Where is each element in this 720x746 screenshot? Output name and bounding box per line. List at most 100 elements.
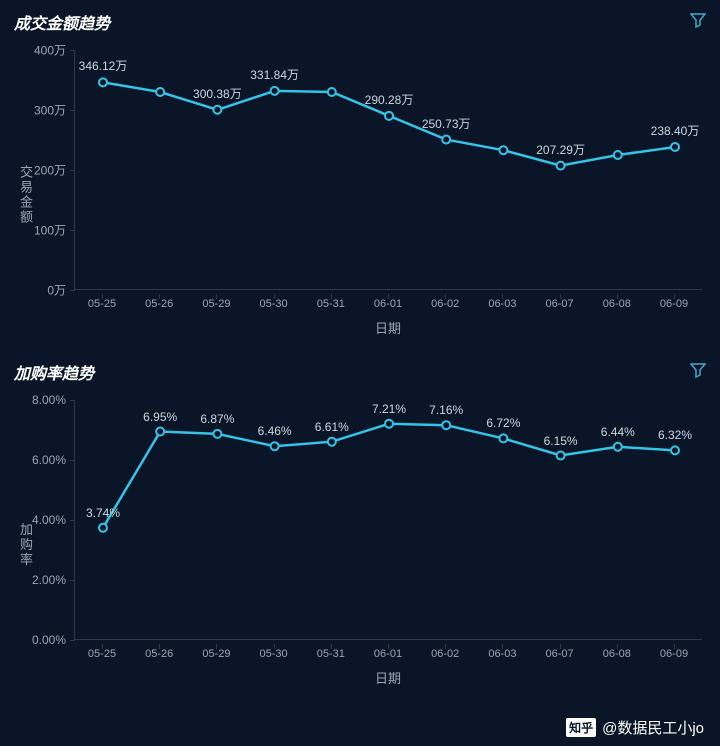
x-axis-label: 日期 [74,318,702,337]
x-tick-mark [445,294,446,299]
data-label: 238.40万 [651,122,700,139]
data-label: 290.28万 [365,91,414,108]
data-point[interactable] [557,452,565,460]
data-label: 6.95% [143,410,177,424]
x-tick-mark [102,294,103,299]
data-label: 207.29万 [536,141,585,158]
y-tick-mark [70,640,75,641]
x-tick-mark [331,644,332,649]
y-tick: 400万 [34,42,66,59]
x-tick: 05-29 [202,648,230,660]
data-label: 300.38万 [193,85,242,102]
x-tick-mark [159,294,160,299]
x-tick-mark [216,644,217,649]
data-point[interactable] [557,162,565,170]
data-point[interactable] [671,143,679,151]
y-tick: 2.00% [32,573,66,587]
x-tick: 06-02 [431,298,459,310]
data-label: 6.46% [258,424,292,438]
x-tick-mark [274,644,275,649]
data-label: 6.15% [544,434,578,448]
data-point[interactable] [271,87,279,95]
x-tick-mark [674,644,675,649]
y-tick: 4.00% [32,513,66,527]
data-point[interactable] [99,524,107,532]
panel-header: 成交金额趋势 [14,10,706,34]
filter-icon[interactable] [690,12,706,33]
x-tick: 06-08 [603,298,631,310]
data-label: 6.72% [486,416,520,430]
data-label: 6.44% [601,425,635,439]
x-tick: 06-01 [374,648,402,660]
data-point[interactable] [156,88,164,96]
x-tick: 05-29 [202,298,230,310]
zhihu-logo: 知乎 [566,718,596,737]
data-point[interactable] [271,442,279,450]
y-tick: 100万 [34,222,66,239]
x-tick: 05-31 [317,298,345,310]
add-rate-trend-panel: 加购率趋势加购率0.00%2.00%4.00%6.00%8.00%3.74%6.… [0,350,720,700]
chart-area: 交易金额0万100万200万300万400万346.12万300.38万331.… [14,40,706,350]
x-tick-mark [560,294,561,299]
x-tick: 06-03 [488,648,516,660]
data-label: 331.84万 [250,66,299,83]
line-chart-svg [75,50,702,289]
y-axis: 0.00%2.00%4.00%6.00%8.00% [14,400,70,640]
x-tick: 06-03 [488,298,516,310]
data-point[interactable] [614,151,622,159]
x-tick: 05-30 [260,648,288,660]
data-point[interactable] [99,78,107,86]
data-point[interactable] [499,434,507,442]
data-label: 7.16% [429,403,463,417]
data-point[interactable] [671,446,679,454]
x-tick: 06-07 [546,648,574,660]
watermark-user: @数据民工小jo [602,717,704,738]
data-label: 346.12万 [79,57,128,74]
y-tick: 200万 [34,162,66,179]
x-tick: 05-26 [145,648,173,660]
panel-title: 成交金额趋势 [14,10,110,34]
x-tick: 06-09 [660,298,688,310]
x-tick-mark [102,644,103,649]
x-tick: 06-02 [431,648,459,660]
trend-line [103,424,675,528]
x-tick-mark [502,644,503,649]
x-tick: 05-31 [317,648,345,660]
x-tick-mark [674,294,675,299]
data-point[interactable] [156,428,164,436]
plot-area: 346.12万 300.38万 331.84万 290.28万 250.73万 207.2… [74,50,702,290]
x-tick-mark [388,644,389,649]
y-tick: 0.00% [32,633,66,647]
x-tick: 06-07 [546,298,574,310]
data-point[interactable] [328,438,336,446]
data-point[interactable] [499,146,507,154]
data-point[interactable] [213,106,221,114]
data-point[interactable] [442,421,450,429]
x-tick: 05-30 [260,298,288,310]
x-tick-mark [617,644,618,649]
x-tick: 06-08 [603,648,631,660]
data-label: 250.73万 [422,115,471,132]
data-label: 6.61% [315,420,349,434]
data-point[interactable] [614,443,622,451]
filter-icon[interactable] [690,362,706,383]
x-axis: 05-2505-2605-2905-3005-3106-0106-0206-03… [74,644,702,664]
plot-area: 3.74%6.95%6.87%6.46%6.61%7.21%7.16%6.72%… [74,400,702,640]
y-tick-mark [70,290,75,291]
x-tick-mark [617,294,618,299]
x-tick: 06-09 [660,648,688,660]
watermark: 知乎 @数据民工小jo [566,717,704,738]
revenue-trend-panel: 成交金额趋势交易金额0万100万200万300万400万346.12万300.3… [0,0,720,350]
x-tick-mark [388,294,389,299]
data-point[interactable] [442,136,450,144]
x-tick: 05-25 [88,298,116,310]
x-tick-mark [159,644,160,649]
panel-header: 加购率趋势 [14,360,706,384]
data-point[interactable] [385,420,393,428]
data-point[interactable] [213,430,221,438]
x-tick-mark [331,294,332,299]
data-point[interactable] [328,88,336,96]
panel-title: 加购率趋势 [14,360,94,384]
data-point[interactable] [385,112,393,120]
x-tick: 06-01 [374,298,402,310]
